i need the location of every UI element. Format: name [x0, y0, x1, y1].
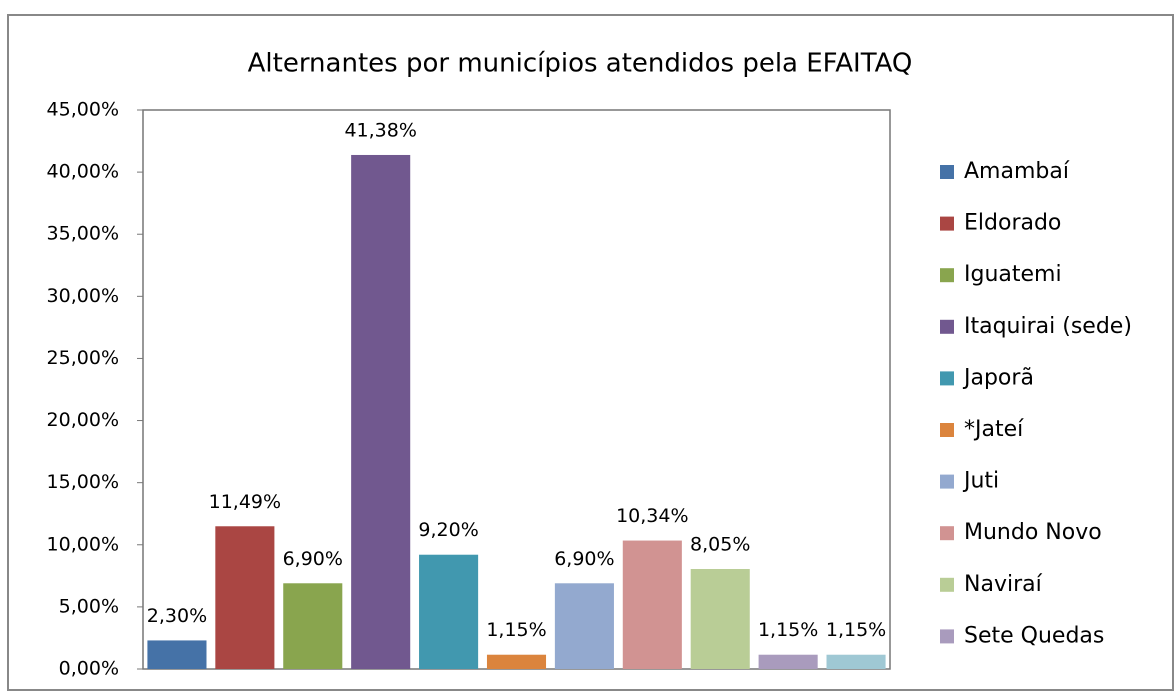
- y-tick-label: 5,00%: [59, 595, 119, 617]
- bar: [758, 654, 818, 669]
- legend-swatch: [940, 629, 954, 644]
- legend-swatch: [940, 577, 954, 592]
- bar: [826, 654, 886, 669]
- data-label: 41,38%: [344, 119, 416, 141]
- data-label: 11,49%: [209, 491, 281, 513]
- bar: [215, 526, 275, 669]
- y-tick-label: 30,00%: [47, 285, 119, 307]
- bar: [147, 640, 207, 669]
- y-tick-label: 20,00%: [47, 409, 119, 431]
- bar: [554, 583, 614, 669]
- legend-label: Japorã: [962, 365, 1034, 390]
- legend-label: Itaquirai (sede): [964, 314, 1132, 339]
- legend-label: Sete Quedas: [964, 623, 1104, 648]
- data-label: 9,20%: [418, 519, 478, 541]
- legend-label: Mundo Novo: [964, 520, 1102, 545]
- bar: [283, 583, 343, 669]
- y-tick-label: 15,00%: [47, 471, 119, 493]
- legend-swatch: [940, 474, 954, 489]
- legend-swatch: [940, 268, 954, 283]
- legend-swatch: [940, 216, 954, 231]
- bar: [622, 540, 682, 669]
- data-label: 10,34%: [616, 505, 688, 527]
- legend-label: Naviraí: [964, 572, 1043, 597]
- data-label: 8,05%: [690, 534, 750, 556]
- data-label: 6,90%: [554, 548, 614, 570]
- data-label: 1,15%: [486, 619, 546, 641]
- data-label: 6,90%: [283, 548, 343, 570]
- legend-label: Juti: [962, 469, 999, 494]
- chart-border: [7, 14, 1174, 691]
- data-label: 2,30%: [147, 605, 207, 627]
- legend-label: Iguatemi: [964, 262, 1062, 287]
- legend-label: *Jateí: [964, 417, 1024, 442]
- y-tick-label: 45,00%: [47, 99, 119, 121]
- chart-title: Alternantes por municípios atendidos pel…: [248, 49, 913, 79]
- y-tick-label: 25,00%: [47, 347, 119, 369]
- legend-swatch: [940, 526, 954, 541]
- bar: [419, 554, 479, 669]
- legend-label: Amambaí: [964, 159, 1070, 184]
- legend-swatch: [940, 371, 954, 386]
- y-tick-label: 0,00%: [59, 658, 119, 680]
- bar: [690, 569, 750, 669]
- legend-swatch: [940, 423, 954, 437]
- data-label: 1,15%: [826, 619, 886, 641]
- data-label: 1,15%: [758, 619, 818, 641]
- y-tick-label: 35,00%: [47, 223, 119, 245]
- y-tick-label: 40,00%: [47, 161, 119, 183]
- bar: [486, 654, 547, 669]
- y-tick-label: 10,00%: [47, 533, 119, 555]
- bar: [351, 154, 411, 669]
- legend-swatch: [940, 319, 954, 334]
- legend-label: Eldorado: [964, 211, 1061, 236]
- legend-swatch: [940, 165, 954, 179]
